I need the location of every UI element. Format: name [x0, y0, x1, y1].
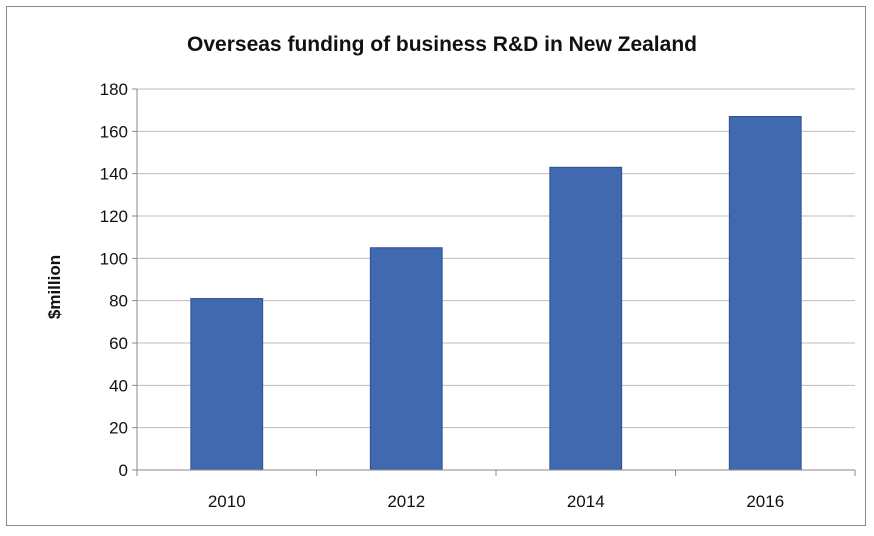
- y-tick-labels: 0 20 40 60 80 100 120 140 160 180: [100, 80, 137, 480]
- y-tick-label: 160: [100, 122, 128, 141]
- bar-2010: [190, 298, 264, 471]
- bars: [190, 116, 802, 471]
- bar-2016: [728, 116, 802, 471]
- y-tick-label: 180: [100, 80, 128, 99]
- y-tick-label: 120: [100, 207, 128, 226]
- y-tick-label: 80: [109, 292, 128, 311]
- x-tick-labels: 2010 2012 2014 2016: [208, 492, 784, 511]
- x-tick-label: 2016: [746, 492, 784, 511]
- bar-2014: [549, 166, 623, 471]
- x-tick-label: 2010: [208, 492, 246, 511]
- y-tick-label: 60: [109, 334, 128, 353]
- y-tick-label: 140: [100, 165, 128, 184]
- y-axis-label: $million: [45, 255, 64, 319]
- y-tick-label: 100: [100, 249, 128, 268]
- bar-2012: [369, 247, 443, 471]
- x-tick-label: 2014: [567, 492, 605, 511]
- y-tick-label: 20: [109, 419, 128, 438]
- y-tick-label: 0: [119, 461, 128, 480]
- axes: [136, 89, 856, 476]
- y-tick-label: 40: [109, 376, 128, 395]
- chart-title: Overseas funding of business R&D in New …: [187, 33, 697, 56]
- x-tick-label: 2012: [387, 492, 425, 511]
